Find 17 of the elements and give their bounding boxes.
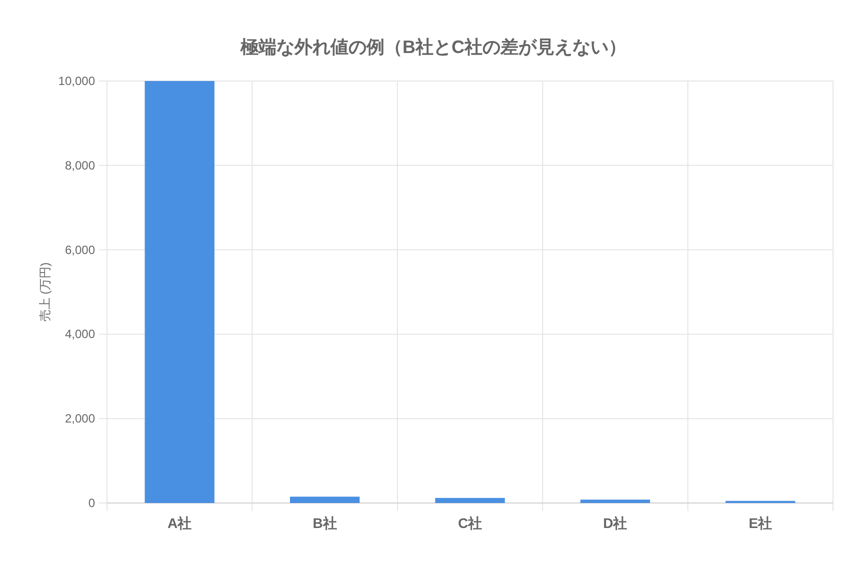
chart-title: 極端な外れ値の例（B社とC社の差が見えない） [240, 37, 626, 57]
y-tick-label: 4,000 [64, 327, 96, 342]
y-tick-label: 10,000 [58, 74, 96, 88]
x-tick-label: B社 [312, 515, 337, 531]
x-tick-label: E社 [748, 515, 772, 531]
x-tick-label: D社 [603, 515, 628, 531]
bar [580, 500, 650, 503]
x-tick-label: C社 [458, 515, 482, 531]
bar [144, 81, 214, 503]
bar [290, 496, 360, 503]
y-tick-label: 8,000 [64, 158, 96, 172]
x-tick-label: A社 [168, 515, 192, 531]
y-tick-label: 0 [88, 496, 96, 510]
y-axis-title: 売上 (万円) [38, 262, 52, 322]
y-tick-label: 6,000 [64, 242, 96, 257]
y-tick-label: 2,000 [64, 412, 96, 426]
bar [435, 498, 505, 503]
